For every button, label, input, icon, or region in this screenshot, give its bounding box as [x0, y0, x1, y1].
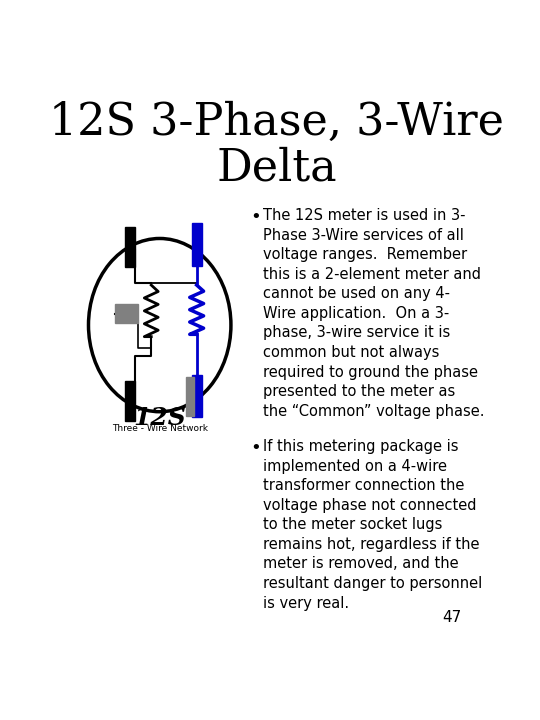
Text: 12S: 12S	[133, 406, 186, 430]
Bar	[125, 227, 135, 266]
Text: If this metering package is
implemented on a 4-wire
transformer connection the
v: If this metering package is implemented …	[263, 439, 482, 611]
Bar	[125, 382, 135, 421]
Text: Three - Wire Network: Three - Wire Network	[112, 423, 208, 433]
Bar	[192, 375, 202, 418]
Bar	[186, 377, 193, 416]
Bar	[192, 223, 202, 266]
Text: The 12S meter is used in 3-
Phase 3-Wire services of all
voltage ranges.  Rememb: The 12S meter is used in 3- Phase 3-Wire…	[263, 208, 484, 418]
Text: 47: 47	[442, 611, 462, 626]
Text: 12S 3-Phase, 3-Wire: 12S 3-Phase, 3-Wire	[49, 100, 504, 143]
Text: Delta: Delta	[217, 146, 337, 189]
Text: •: •	[250, 439, 261, 457]
Bar	[115, 305, 138, 323]
Ellipse shape	[89, 238, 231, 412]
Text: •: •	[250, 208, 261, 226]
